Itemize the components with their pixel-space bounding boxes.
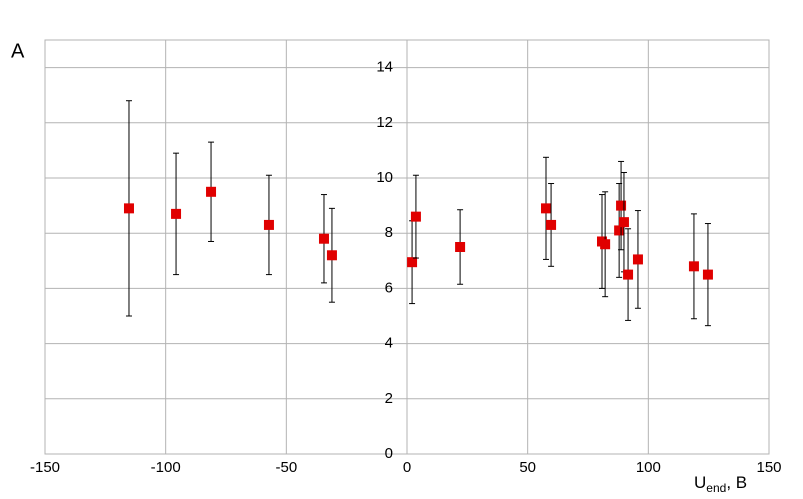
point	[206, 186, 217, 197]
point	[171, 208, 182, 219]
y-tick-label: 4	[385, 335, 393, 352]
y-axis-label: A	[11, 40, 25, 62]
x-tick-label: 100	[636, 459, 661, 476]
x-tick-label: -50	[275, 459, 297, 476]
x-axis-label: Uend, B	[694, 473, 747, 495]
point	[600, 239, 611, 250]
point	[318, 233, 329, 244]
point	[614, 225, 625, 236]
point	[541, 203, 552, 214]
y-tick-label: 6	[385, 279, 393, 296]
point	[546, 219, 557, 230]
y-tick-label: 12	[376, 114, 393, 131]
point	[410, 211, 421, 222]
x-label-main: U	[694, 473, 706, 492]
x-tick-label: 0	[403, 459, 411, 476]
x-tick-label: -100	[151, 459, 181, 476]
point	[123, 203, 134, 214]
point	[702, 269, 713, 280]
x-tick-label: 50	[519, 459, 536, 476]
x-label-sub: end	[706, 481, 726, 495]
x-label-rest: , B	[726, 473, 747, 492]
y-tick-label: 10	[376, 169, 393, 186]
point	[616, 200, 627, 211]
y-tick-label: 0	[385, 445, 393, 462]
point	[688, 261, 699, 272]
point	[326, 250, 337, 261]
point	[455, 242, 466, 252]
y-tick-label: 8	[385, 224, 393, 241]
point	[407, 257, 418, 268]
point	[623, 269, 634, 280]
point	[618, 217, 629, 228]
y-tick-label: 2	[385, 390, 393, 407]
point	[632, 254, 643, 265]
x-tick-label: -150	[30, 459, 60, 476]
x-tick-label: 150	[756, 459, 781, 476]
y-tick-label: 14	[376, 59, 393, 76]
point	[263, 219, 274, 230]
